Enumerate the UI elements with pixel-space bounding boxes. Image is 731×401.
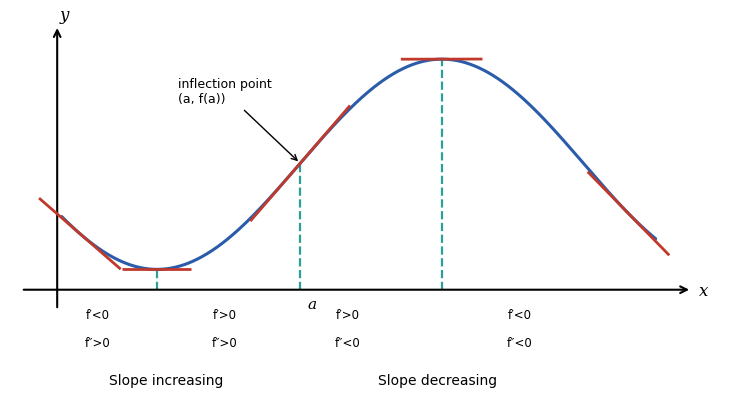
Text: x: x [700, 283, 708, 300]
Text: f′>0: f′>0 [213, 309, 237, 322]
Text: y: y [60, 7, 69, 24]
Text: a: a [308, 298, 317, 312]
Text: Slope increasing: Slope increasing [109, 375, 223, 389]
Text: f″>0: f″>0 [85, 336, 111, 350]
Text: f″>0: f″>0 [212, 336, 238, 350]
Text: f″<0: f″<0 [507, 336, 532, 350]
Text: f″<0: f″<0 [335, 336, 360, 350]
Text: Slope decreasing: Slope decreasing [379, 375, 498, 389]
Text: inflection point
(a, f(a)): inflection point (a, f(a)) [178, 78, 297, 160]
Text: f′<0: f′<0 [507, 309, 531, 322]
Text: f′>0: f′>0 [336, 309, 360, 322]
Text: f′<0: f′<0 [86, 309, 110, 322]
